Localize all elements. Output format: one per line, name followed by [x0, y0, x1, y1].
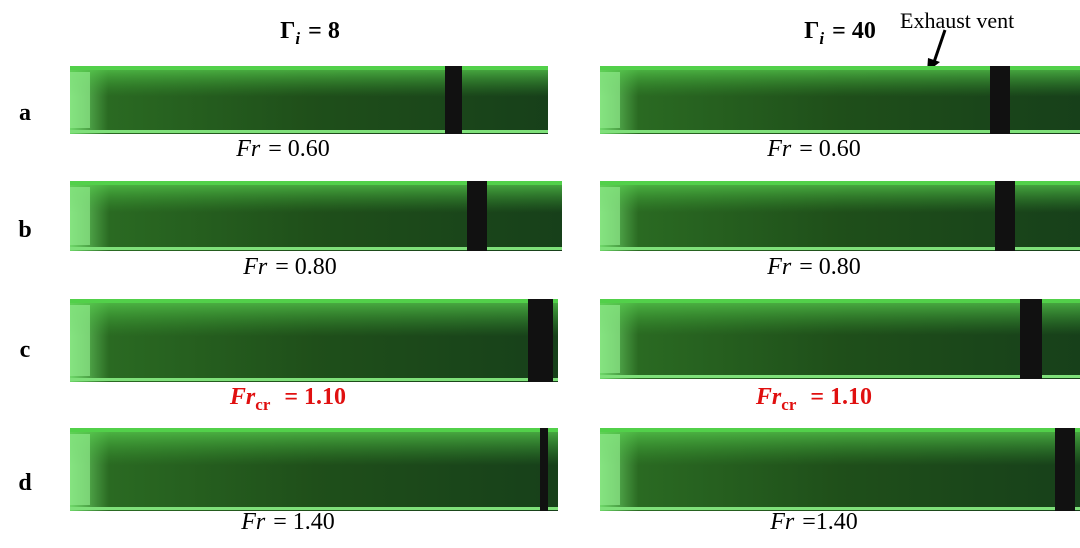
vent — [1020, 299, 1042, 379]
value: = 0.80 — [799, 254, 861, 280]
source — [600, 434, 620, 505]
value: = 1.10 — [284, 384, 346, 410]
body: {"columns": [ {"symbol": "Γ", "subscript… — [0, 0, 1080, 543]
source — [600, 72, 620, 128]
row-label: c — [20, 337, 31, 363]
symbol: Fr — [240, 509, 266, 535]
tank-floor — [70, 247, 562, 250]
vent — [995, 181, 1015, 251]
caption: Fr = 1.40 — [240, 509, 335, 535]
source — [70, 305, 90, 376]
value: = 1.40 — [273, 509, 335, 535]
vent — [528, 299, 553, 382]
value: = 0.60 — [799, 136, 861, 162]
annotation: Exhaust vent — [900, 8, 1014, 33]
source — [600, 187, 620, 245]
vent — [445, 66, 462, 134]
symbol: Fr — [766, 136, 792, 162]
flow-image — [70, 299, 558, 382]
figure: Γi = 8 Γi = 40 Exhaust vent a Fr = 0.60 Fr = 0.60… — [0, 0, 1080, 543]
subscript: cr — [255, 395, 271, 414]
tank-floor — [70, 130, 548, 133]
flow-image — [70, 181, 562, 251]
tank-wall — [70, 181, 562, 185]
symbol: Fr — [229, 384, 256, 410]
tank-wall — [70, 428, 558, 432]
flow-image — [600, 299, 1080, 379]
value: = 0.60 — [268, 136, 330, 162]
caption: Fr = 0.80 — [766, 254, 861, 280]
symbol: Fr — [769, 509, 795, 535]
tank-floor — [70, 378, 558, 381]
tank-top — [600, 428, 1080, 465]
vent — [1055, 428, 1075, 511]
tank-wall — [600, 428, 1080, 432]
caption: Fr = 0.80 — [242, 254, 337, 280]
caption: Frcr = 1.10 — [229, 384, 346, 414]
vent — [467, 181, 487, 251]
value: = 0.80 — [275, 254, 337, 280]
flow-image — [600, 181, 1080, 251]
value: = 8 — [308, 18, 340, 44]
subscript: i — [819, 29, 824, 48]
tank-top — [600, 299, 1080, 335]
caption: Fr = 0.60 — [766, 136, 861, 162]
column-header: Γi = 8 — [280, 18, 340, 48]
vent — [990, 66, 1010, 134]
row-label: a — [19, 100, 31, 126]
flow-image — [70, 66, 548, 134]
row-label: b — [18, 217, 31, 243]
tank-wall — [70, 299, 558, 303]
caption: Fr =1.40 — [769, 509, 858, 535]
source — [70, 434, 90, 505]
source — [600, 305, 620, 373]
flow-image — [70, 428, 558, 511]
tank-top — [70, 181, 562, 213]
flow-image — [600, 428, 1080, 511]
caption: Frcr = 1.10 — [755, 384, 872, 414]
tank-top — [70, 66, 548, 97]
tank-wall — [70, 66, 548, 70]
symbol: Γ — [804, 18, 819, 44]
symbol: Γ — [280, 18, 295, 44]
symbol: Fr — [235, 136, 261, 162]
tank-floor — [600, 375, 1080, 378]
tank-top — [70, 299, 558, 336]
symbol: Fr — [755, 384, 782, 410]
symbol: Fr — [242, 254, 268, 280]
symbol: Fr — [766, 254, 792, 280]
subscript: i — [295, 29, 300, 48]
vent — [540, 428, 548, 511]
subscript: cr — [781, 395, 797, 414]
tank-wall — [600, 299, 1080, 303]
value: =1.40 — [802, 509, 858, 535]
value: = 1.10 — [810, 384, 872, 410]
source — [70, 72, 90, 128]
source — [70, 187, 90, 245]
caption: Fr = 0.60 — [235, 136, 330, 162]
column-header: Γi = 40 — [804, 18, 876, 48]
value: = 40 — [832, 18, 876, 44]
flow-image — [600, 66, 1080, 134]
row-label: d — [18, 470, 32, 496]
page: body { margin: 0; width: 1080px; height:… — [0, 0, 1080, 543]
tank-top — [70, 428, 558, 465]
